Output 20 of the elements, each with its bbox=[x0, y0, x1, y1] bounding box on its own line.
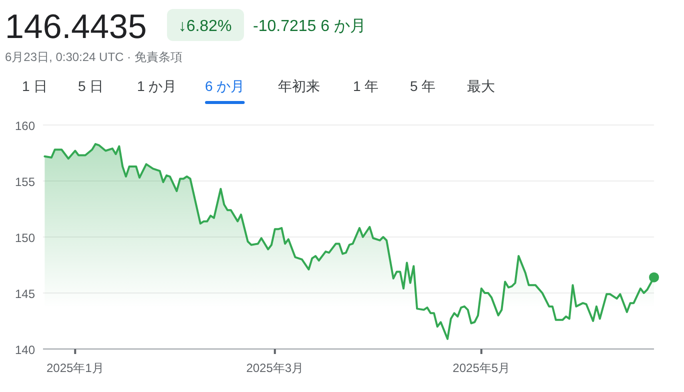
chart-subtitle: 6月23日, 0:30:24 UTC · 免責条項 bbox=[5, 50, 182, 64]
text: 5 日 bbox=[78, 78, 104, 94]
y-tick-label: 145 bbox=[14, 287, 36, 301]
x-tick-label: 2025年5月 bbox=[452, 361, 510, 375]
text: -10.7215 6 か月 bbox=[253, 18, 366, 35]
text: 5 年 bbox=[410, 78, 436, 94]
y-tick-label: 150 bbox=[14, 231, 36, 245]
chart-title: 146.4435 bbox=[5, 8, 147, 46]
text: 1 か月 bbox=[137, 78, 177, 94]
x-tick-label: 2025年1月 bbox=[46, 361, 104, 375]
text: 年初来 bbox=[278, 78, 320, 94]
x-tick-label: 2025年3月 bbox=[246, 361, 304, 375]
text: 6 か月 bbox=[205, 78, 245, 94]
text: 1 日 bbox=[22, 78, 48, 94]
y-tick-label: 140 bbox=[14, 343, 36, 357]
y-tick-label: 155 bbox=[14, 175, 36, 189]
text: 1 年 bbox=[353, 78, 379, 94]
text: 最大 bbox=[467, 78, 495, 94]
y-tick-label: 160 bbox=[14, 119, 36, 133]
text: ↓6.82% bbox=[178, 18, 232, 35]
